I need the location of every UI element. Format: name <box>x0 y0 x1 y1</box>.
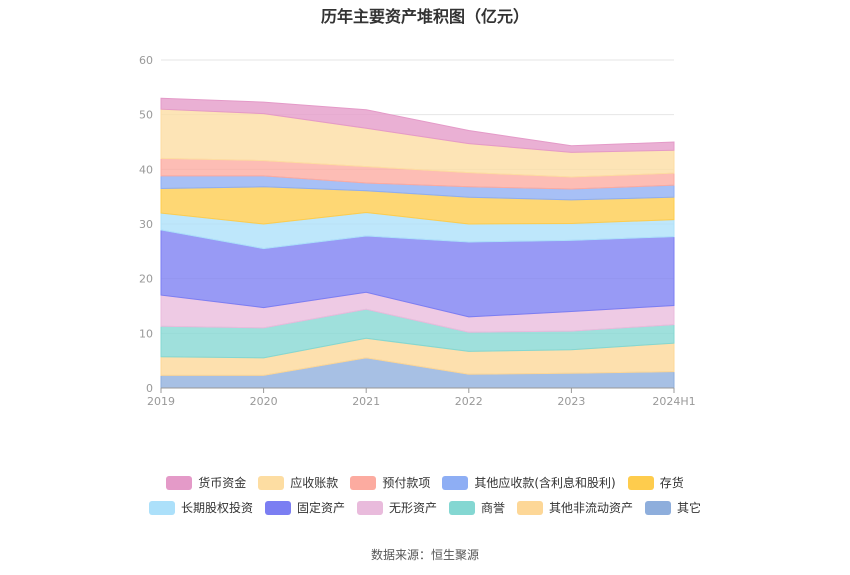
legend-label: 其它 <box>677 501 702 515</box>
legend-swatch <box>449 500 475 515</box>
legend-item[interactable]: 应收账款 <box>258 474 338 491</box>
x-tick-label: 2024H1 <box>652 395 695 408</box>
legend-label: 无形资产 <box>388 501 437 515</box>
x-tick-label: 2022 <box>455 395 483 408</box>
area-series <box>160 97 675 389</box>
legend-label: 其他非流动资产 <box>549 501 634 515</box>
legend-swatch <box>517 500 544 515</box>
x-tick-label: 2019 <box>147 395 175 408</box>
axes: 0 10 20 30 40 50 60 2019 2020 2021 2022 2023 2024H1 <box>139 54 696 408</box>
legend-row-2: 长期股权投资 固定资产 无形资产 商誉 其他非流动资产 其它 <box>0 495 850 520</box>
data-source: 数据来源：恒生聚源 <box>370 548 479 562</box>
legend-swatch <box>442 475 469 490</box>
legend-item[interactable]: 预付款项 <box>350 474 430 491</box>
legend-swatch <box>258 475 285 490</box>
chart-plot: 0 10 20 30 40 50 60 2019 2020 2021 2022 2023 2024H1 <box>139 54 696 408</box>
y-tick-label: 60 <box>139 54 153 67</box>
legend-item[interactable]: 存货 <box>627 474 684 491</box>
legend-row-1: 货币资金 应收账款 预付款项 其他应收款(含利息和股利) 存货 <box>0 470 850 495</box>
x-tick-label: 2023 <box>557 395 585 408</box>
legend-label: 固定资产 <box>296 501 345 515</box>
legend-label: 其他应收款(含利息和股利) <box>474 476 616 490</box>
legend-item[interactable]: 货币资金 <box>166 474 246 491</box>
legend-item[interactable]: 无形资产 <box>356 499 437 516</box>
x-tick-label: 2020 <box>250 395 278 408</box>
legend-label: 应收账款 <box>290 476 339 490</box>
y-tick-label: 50 <box>139 109 153 122</box>
area-货币资金 <box>160 97 675 153</box>
x-tick-label: 2021 <box>352 395 380 408</box>
legend-label: 存货 <box>659 476 684 490</box>
legend-label: 长期股权投资 <box>180 501 253 515</box>
legend-swatch <box>356 500 383 515</box>
y-tick-label: 20 <box>139 273 153 286</box>
legend-swatch <box>166 475 193 490</box>
legend-item[interactable]: 其它 <box>645 499 701 516</box>
legend-label: 商誉 <box>481 501 506 515</box>
legend-item[interactable]: 固定资产 <box>264 499 345 516</box>
legend-item[interactable]: 长期股权投资 <box>148 499 253 516</box>
y-tick-label: 30 <box>139 218 153 231</box>
legend: 货币资金 应收账款 预付款项 其他应收款(含利息和股利) 存货 长期股权投资 固定资产 无形… <box>0 470 850 520</box>
legend-swatch <box>264 500 291 515</box>
legend-label: 货币资金 <box>198 476 247 490</box>
legend-item[interactable]: 其他非流动资产 <box>517 499 633 516</box>
y-tick-label: 0 <box>146 382 153 395</box>
legend-swatch <box>627 475 654 490</box>
legend-item[interactable]: 商誉 <box>449 499 505 516</box>
legend-swatch <box>350 475 377 490</box>
legend-label: 预付款项 <box>382 476 431 490</box>
y-tick-label: 10 <box>139 327 153 340</box>
chart-title: 历年主要资产堆积图（亿元） <box>320 7 529 26</box>
legend-item[interactable]: 其他应收款(含利息和股利) <box>442 474 616 491</box>
y-tick-label: 40 <box>139 163 153 176</box>
legend-swatch <box>148 500 175 515</box>
legend-swatch <box>645 500 672 515</box>
